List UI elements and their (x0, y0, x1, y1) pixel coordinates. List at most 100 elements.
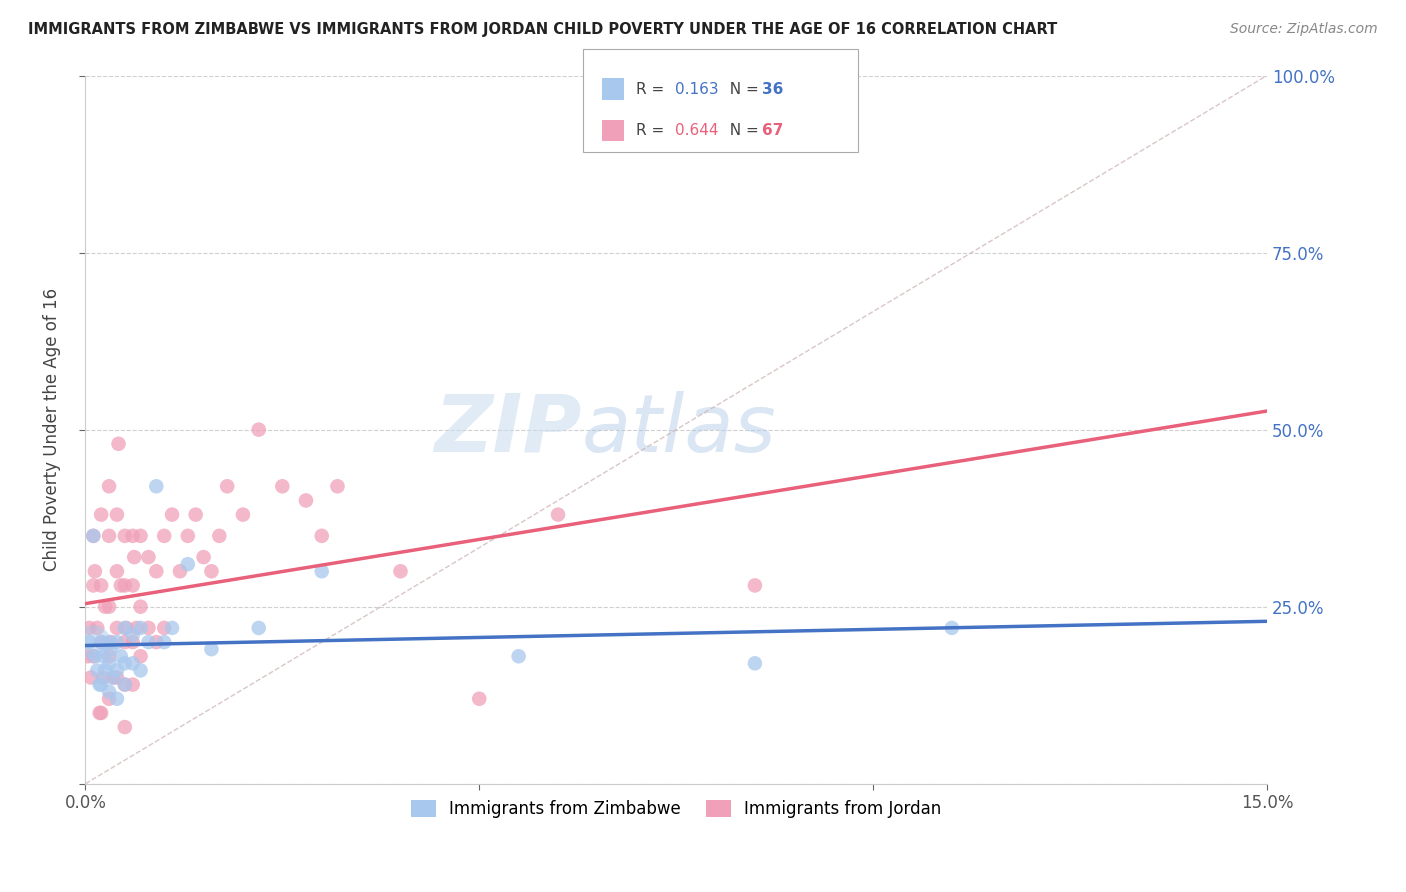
Point (311, 529, 333, 543)
Point (208, 529, 231, 543)
Point (82, 578, 104, 592)
Point (105, 564, 128, 578)
Point (121, 628, 143, 642)
Point (121, 578, 143, 592)
Text: atlas: atlas (582, 391, 776, 468)
Point (90, 508, 112, 522)
Point (98, 684, 121, 698)
Point (94, 599, 117, 614)
Point (86, 664, 108, 678)
Point (153, 621, 176, 635)
Point (76, 649, 98, 664)
Point (82, 529, 104, 543)
Point (90, 677, 112, 691)
Point (153, 529, 176, 543)
Point (145, 635, 167, 649)
Point (114, 677, 136, 691)
Point (295, 493, 318, 508)
Point (125, 621, 148, 635)
Point (145, 479, 167, 493)
Point (89, 677, 111, 691)
Point (114, 529, 136, 543)
Point (100, 635, 122, 649)
Point (105, 691, 128, 706)
Point (177, 529, 200, 543)
Point (121, 677, 143, 691)
Point (508, 649, 530, 664)
Point (107, 437, 129, 451)
Point (200, 642, 222, 657)
Point (138, 635, 160, 649)
Point (547, 508, 569, 522)
Text: 36: 36 (762, 81, 783, 96)
Point (129, 621, 152, 635)
Point (98, 635, 121, 649)
Point (82, 529, 104, 543)
Point (129, 529, 152, 543)
Point (90, 635, 112, 649)
Point (129, 599, 152, 614)
Point (114, 720, 136, 734)
Point (82, 649, 104, 664)
Point (105, 621, 128, 635)
Point (79, 635, 101, 649)
Point (98, 529, 121, 543)
Point (184, 508, 207, 522)
Point (232, 508, 254, 522)
Point (122, 550, 145, 565)
Point (129, 664, 152, 678)
Point (98, 649, 121, 664)
Point (79, 621, 101, 635)
Point (98, 657, 121, 671)
Point (105, 664, 128, 678)
Text: IMMIGRANTS FROM ZIMBABWE VS IMMIGRANTS FROM JORDAN CHILD POVERTY UNDER THE AGE O: IMMIGRANTS FROM ZIMBABWE VS IMMIGRANTS F… (28, 22, 1057, 37)
Point (98, 599, 121, 614)
Point (98, 691, 121, 706)
Point (200, 564, 222, 578)
Point (160, 621, 183, 635)
Point (160, 508, 183, 522)
Point (91, 671, 114, 685)
Point (129, 649, 152, 664)
Text: R =: R = (636, 123, 669, 138)
Point (105, 508, 128, 522)
Point (82, 635, 104, 649)
Point (115, 621, 138, 635)
Point (121, 529, 143, 543)
Point (114, 635, 136, 649)
Text: N =: N = (720, 123, 763, 138)
Point (83, 649, 105, 664)
Point (153, 635, 176, 649)
Point (114, 657, 136, 671)
Point (468, 691, 491, 706)
Point (177, 557, 200, 571)
Point (100, 642, 122, 657)
Point (193, 550, 215, 565)
Point (114, 578, 136, 592)
Text: N =: N = (720, 81, 763, 96)
Point (169, 564, 191, 578)
Point (101, 671, 124, 685)
Point (89, 706, 111, 720)
Point (86, 621, 108, 635)
Point (90, 635, 112, 649)
Point (138, 550, 160, 565)
Point (91, 649, 114, 664)
Text: ZIP: ZIP (434, 391, 582, 468)
Point (271, 479, 294, 493)
Text: Source: ZipAtlas.com: Source: ZipAtlas.com (1230, 22, 1378, 37)
Legend: Immigrants from Zimbabwe, Immigrants from Jordan: Immigrants from Zimbabwe, Immigrants fro… (404, 794, 948, 825)
Point (941, 621, 963, 635)
Point (110, 649, 132, 664)
Point (138, 621, 160, 635)
Text: 67: 67 (762, 123, 783, 138)
Point (90, 706, 112, 720)
Y-axis label: Child Poverty Under the Age of 16: Child Poverty Under the Age of 16 (44, 288, 60, 571)
Point (744, 657, 766, 671)
Point (114, 621, 136, 635)
Point (101, 671, 124, 685)
Point (105, 635, 128, 649)
Text: R =: R = (636, 81, 669, 96)
Point (114, 677, 136, 691)
Point (121, 657, 143, 671)
